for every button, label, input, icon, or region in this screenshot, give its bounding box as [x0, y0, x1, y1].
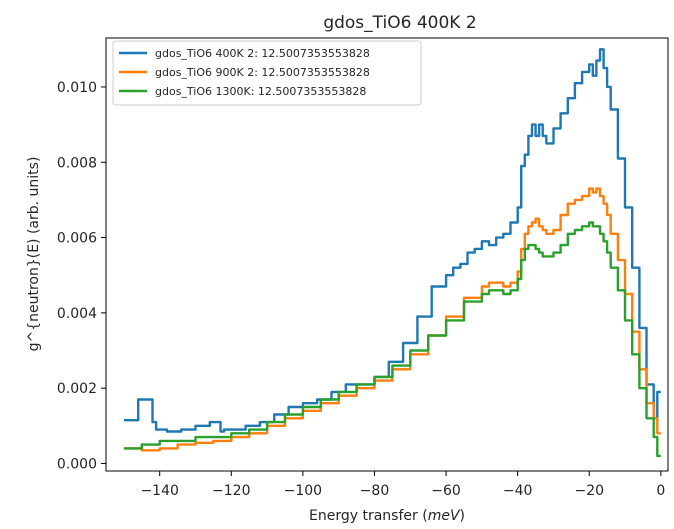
- y-axis-label: g^{neutron}(E) (arb. units): [26, 157, 42, 352]
- legend-box: [112, 40, 422, 106]
- y-axis-ticks: 0.000 0.002 0.004 0.006 0.008 0.010: [57, 80, 106, 472]
- x-tick-label: −80: [360, 483, 390, 499]
- x-axis-label-prefix: Energy transfer (: [309, 508, 428, 524]
- y-tick-label: 0.006: [57, 231, 97, 247]
- x-tick-label: −100: [284, 483, 322, 499]
- legend-label-2: gdos_TiO6 900K 2: 12.5007353553828: [155, 66, 370, 79]
- chart-title: gdos_TiO6 400K 2: [323, 13, 476, 33]
- legend-label-3: gdos_TiO6 1300K: 12.5007353553828: [155, 85, 366, 98]
- series-line-3: [123, 221, 661, 458]
- x-tick-label: −140: [140, 483, 178, 499]
- legend-label-1: gdos_TiO6 400K 2: 12.5007353553828: [155, 47, 370, 60]
- x-tick-label: 0: [656, 483, 665, 499]
- x-tick-label: −40: [503, 483, 533, 499]
- x-axis-label-suffix: ): [460, 508, 465, 524]
- x-tick-label: −60: [431, 483, 461, 499]
- x-axis-label: Energy transfer (meV): [309, 508, 465, 524]
- x-axis-ticks: −140 −120 −100 −80 −60 −40 −20 0: [140, 471, 665, 499]
- x-tick-label: −20: [574, 483, 604, 499]
- series-layer: [123, 48, 661, 458]
- y-tick-label: 0.010: [57, 80, 97, 96]
- y-tick-label: 0.008: [57, 155, 97, 171]
- x-axis-label-unit: meV: [428, 508, 461, 524]
- plot-frame: [105, 37, 669, 472]
- legend: gdos_TiO6 400K 2: 12.5007353553828 gdos_T…: [112, 40, 422, 106]
- series-line-1: [123, 48, 661, 433]
- y-tick-label: 0.004: [57, 306, 97, 322]
- y-tick-label: 0.000: [57, 456, 97, 472]
- y-tick-label: 0.002: [57, 381, 97, 397]
- x-tick-label: −120: [212, 483, 250, 499]
